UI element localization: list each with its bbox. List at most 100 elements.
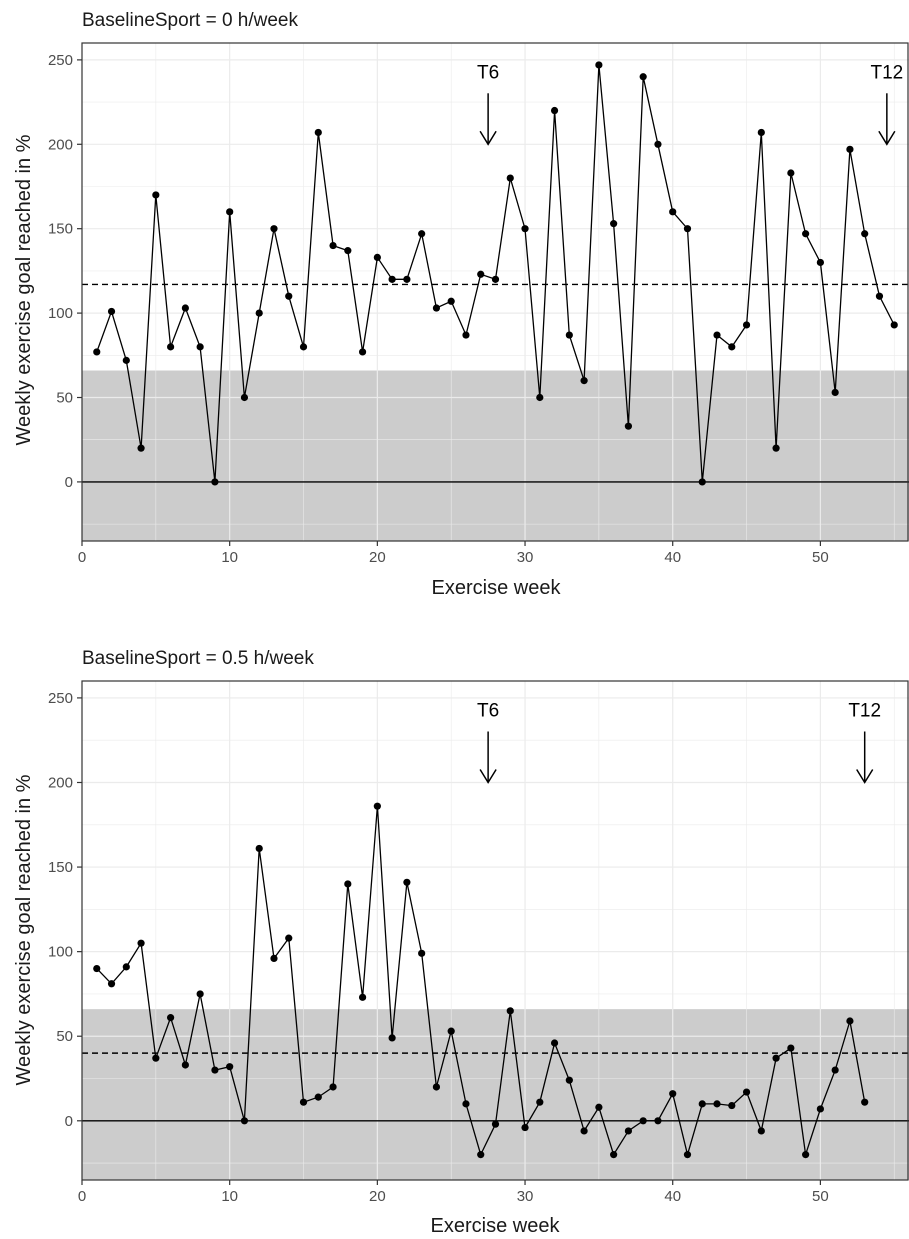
data-point <box>477 1151 485 1159</box>
data-point <box>285 292 293 300</box>
data-point <box>181 304 189 312</box>
data-point <box>373 253 381 261</box>
data-point <box>373 802 381 810</box>
data-point <box>669 208 677 216</box>
x-axis-label: Exercise week <box>432 577 562 599</box>
data-point <box>742 321 751 329</box>
data-point <box>226 1063 234 1071</box>
y-tick-label: 100 <box>48 305 73 322</box>
x-tick-label: 30 <box>517 1188 534 1205</box>
data-point <box>314 1093 322 1101</box>
data-point <box>344 880 352 888</box>
x-tick-label: 50 <box>812 1188 829 1205</box>
data-point <box>831 1066 839 1074</box>
data-point <box>683 1151 692 1159</box>
data-point <box>196 990 204 998</box>
data-point <box>550 1039 559 1047</box>
data-point <box>728 1101 736 1110</box>
data-point <box>270 954 278 963</box>
x-tick-label: 0 <box>78 549 86 566</box>
data-point <box>624 422 633 430</box>
annotation-arrow-head <box>479 130 497 146</box>
data-point <box>403 878 411 886</box>
data-point <box>742 1088 751 1096</box>
data-point <box>506 174 514 182</box>
data-point <box>816 1105 824 1113</box>
data-point <box>831 388 839 397</box>
data-point <box>285 934 293 942</box>
data-point <box>107 307 116 316</box>
data-point <box>196 343 204 351</box>
data-point <box>152 1054 160 1062</box>
y-tick-label: 250 <box>48 690 73 707</box>
panel-baseline-0.5: BaselineSport = 0.5 h/week T6 T12 0 10 20 30… <box>13 648 909 1237</box>
data-point <box>787 169 795 177</box>
data-point <box>595 61 603 69</box>
annotation-label: T6 <box>477 700 499 721</box>
data-point <box>255 844 263 853</box>
data-point <box>211 478 219 486</box>
data-point <box>432 1083 441 1091</box>
y-tick-label: 250 <box>48 52 73 69</box>
data-point <box>624 1127 633 1135</box>
data-point <box>432 304 441 312</box>
annotation-label: T12 <box>848 700 881 721</box>
data-point <box>506 1007 514 1015</box>
y-tick-label: 150 <box>48 859 73 876</box>
shaded-band <box>82 1009 909 1180</box>
panel-baseline-0: BaselineSport = 0 h/week T6 T12 0 10 20 30 40… <box>13 10 909 599</box>
data-point <box>861 1098 869 1106</box>
data-point <box>654 140 662 148</box>
y-tick-label: 100 <box>48 944 73 961</box>
data-point <box>93 348 101 356</box>
data-point <box>462 331 470 339</box>
data-point <box>418 949 426 957</box>
data-layer: T6 T12 <box>82 61 909 486</box>
data-point <box>550 106 559 115</box>
data-point <box>167 1014 175 1022</box>
data-point <box>240 393 249 402</box>
data-point <box>447 1027 455 1035</box>
axis-ticks: 0 10 20 30 40 50 0 50 100 150 200 250 <box>48 690 829 1205</box>
data-point <box>240 1117 249 1125</box>
plot-frame <box>81 680 909 1181</box>
data-point <box>565 1076 573 1084</box>
data-point <box>802 230 810 238</box>
data-point <box>93 964 101 973</box>
data-point <box>181 1061 189 1069</box>
data-point <box>122 356 130 364</box>
data-point <box>639 1117 647 1125</box>
y-tick-label: 0 <box>65 474 73 491</box>
data-point <box>802 1151 810 1159</box>
data-point <box>299 343 308 351</box>
data-point <box>152 191 160 199</box>
data-point <box>226 208 234 216</box>
annotation-arrow-head <box>479 769 497 784</box>
data-layer: T6 T12 <box>82 700 909 1159</box>
x-tick-label: 20 <box>369 549 386 566</box>
x-axis-label: Exercise week <box>431 1215 561 1237</box>
x-tick-label: 10 <box>221 1188 238 1205</box>
data-point <box>580 377 588 385</box>
data-point <box>669 1090 677 1098</box>
data-point <box>772 1054 780 1062</box>
data-point <box>491 1120 500 1128</box>
y-tick-label: 0 <box>65 1113 73 1130</box>
x-tick-label: 40 <box>664 1188 681 1205</box>
x-tick-label: 10 <box>221 549 238 566</box>
x-tick-label: 30 <box>517 549 534 566</box>
data-point <box>521 1123 529 1132</box>
data-point <box>757 128 765 137</box>
data-point <box>536 393 544 402</box>
data-point <box>861 230 869 238</box>
data-point <box>846 1017 854 1025</box>
x-tick-label: 50 <box>812 549 829 566</box>
data-point <box>536 1098 544 1106</box>
data-point <box>122 963 130 971</box>
data-point <box>137 939 145 947</box>
y-tick-label: 50 <box>56 1028 73 1045</box>
data-point <box>580 1127 588 1135</box>
data-point <box>137 444 145 452</box>
data-point <box>447 297 455 305</box>
data-point <box>654 1117 662 1125</box>
